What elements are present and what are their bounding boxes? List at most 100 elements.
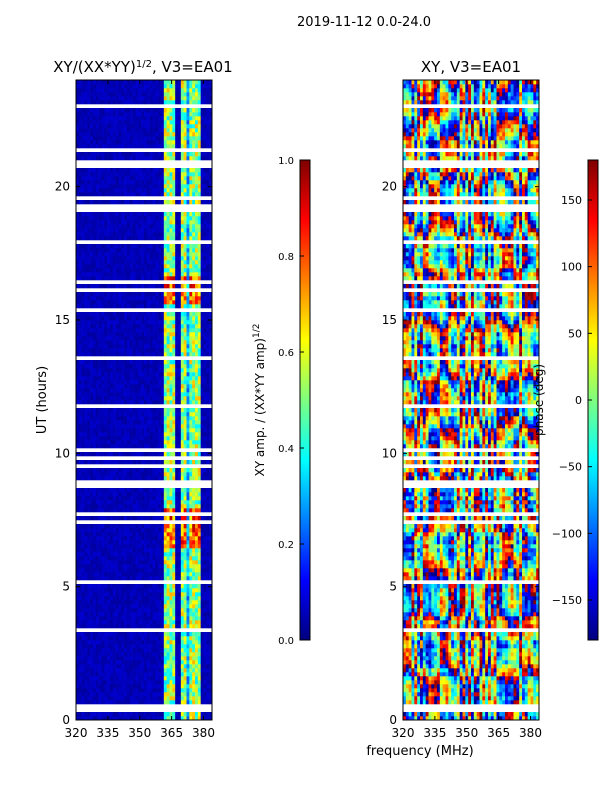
amp-cell [166, 556, 170, 561]
amp-cell [200, 284, 204, 289]
amp-cell [90, 236, 94, 241]
amp-cell [90, 328, 94, 333]
amp-cell [95, 548, 99, 553]
amp-cell [115, 660, 119, 665]
amp-cell [175, 648, 179, 653]
amp-cell [175, 252, 179, 257]
amp-cell [172, 392, 176, 397]
amp-cell [144, 236, 148, 241]
amp-cell [101, 424, 105, 429]
amp-cell [121, 644, 125, 649]
amp-cell [118, 680, 122, 685]
amp-cell [84, 476, 88, 481]
amp-cell [175, 268, 179, 273]
amp-cell [90, 572, 94, 577]
amp-cell [87, 256, 91, 261]
amp-cell [118, 592, 122, 597]
amp-cell [115, 348, 119, 353]
amp-cell [169, 640, 173, 645]
amp-cell [163, 476, 167, 481]
amp-cell [197, 556, 201, 561]
amp-cell [124, 392, 128, 397]
amp-cell [76, 620, 80, 625]
amp-cell [90, 532, 94, 537]
amp-cell [107, 636, 111, 641]
amp-cell [209, 584, 213, 589]
amp-cell [183, 652, 187, 657]
amp-cell [107, 292, 111, 297]
amp-cell [135, 264, 139, 269]
amp-cell [104, 508, 108, 513]
amp-cell [163, 396, 167, 401]
amp-cell [78, 428, 82, 433]
amp-cell [166, 264, 170, 269]
amp-cell [135, 392, 139, 397]
amp-cell [132, 248, 136, 253]
amp-cell [104, 632, 108, 637]
amp-cell [121, 236, 125, 241]
amp-cell [118, 312, 122, 317]
amp-cell [180, 432, 184, 437]
amp-cell [175, 572, 179, 577]
amp-cell [195, 424, 199, 429]
amp-cell [132, 588, 136, 593]
amp-cell [107, 716, 111, 721]
amp-cell [129, 540, 133, 545]
amp-cell [141, 452, 145, 457]
amp-cell [172, 676, 176, 681]
amp-cell [135, 600, 139, 605]
amp-cell [84, 700, 88, 705]
amp-cell [87, 408, 91, 413]
amp-cell [144, 492, 148, 497]
amp-cell [180, 252, 184, 257]
amp-cell [152, 300, 156, 305]
amp-cell [195, 460, 199, 465]
amp-cell [112, 352, 116, 357]
amp-cell [163, 496, 167, 501]
amp-cell [129, 368, 133, 373]
amp-cell [146, 548, 150, 553]
amp-cell [161, 272, 165, 277]
amp-cell [90, 664, 94, 669]
amp-cell [84, 504, 88, 509]
amp-cell [76, 504, 80, 509]
amp-cell [152, 400, 156, 405]
amp-cell [166, 396, 170, 401]
amp-cell [152, 716, 156, 721]
amp-cell [132, 296, 136, 301]
amp-cell [76, 560, 80, 565]
amp-cell [112, 400, 116, 405]
amp-cell [163, 412, 167, 417]
amp-cell [112, 316, 116, 321]
amp-cell [152, 416, 156, 421]
amp-cell [95, 264, 99, 269]
amp-cell [115, 500, 119, 505]
amp-cell [152, 324, 156, 329]
amp-cell [76, 552, 80, 557]
amp-cell [161, 656, 165, 661]
amp-cell [163, 644, 167, 649]
amp-cell [95, 600, 99, 605]
amp-cell [107, 688, 111, 693]
amp-cell [115, 528, 119, 533]
amp-cell [175, 508, 179, 513]
amp-cell [155, 684, 159, 689]
amp-cell [95, 316, 99, 321]
amp-cell [78, 360, 82, 365]
amp-cell [121, 552, 125, 557]
amp-cell [98, 412, 102, 417]
amp-cell [93, 544, 97, 549]
amp-cell [115, 264, 119, 269]
amp-cell [200, 312, 204, 317]
amp-cell [129, 388, 133, 393]
amp-cell [192, 372, 196, 377]
amp-cell [209, 540, 213, 545]
amp-cell [93, 380, 97, 385]
amp-cell [209, 320, 213, 325]
amp-cell [189, 316, 193, 321]
amp-cell [161, 260, 165, 265]
amp-cell [144, 664, 148, 669]
amp-cell [175, 548, 179, 553]
amp-cell [110, 712, 114, 717]
amp-cell [200, 420, 204, 425]
